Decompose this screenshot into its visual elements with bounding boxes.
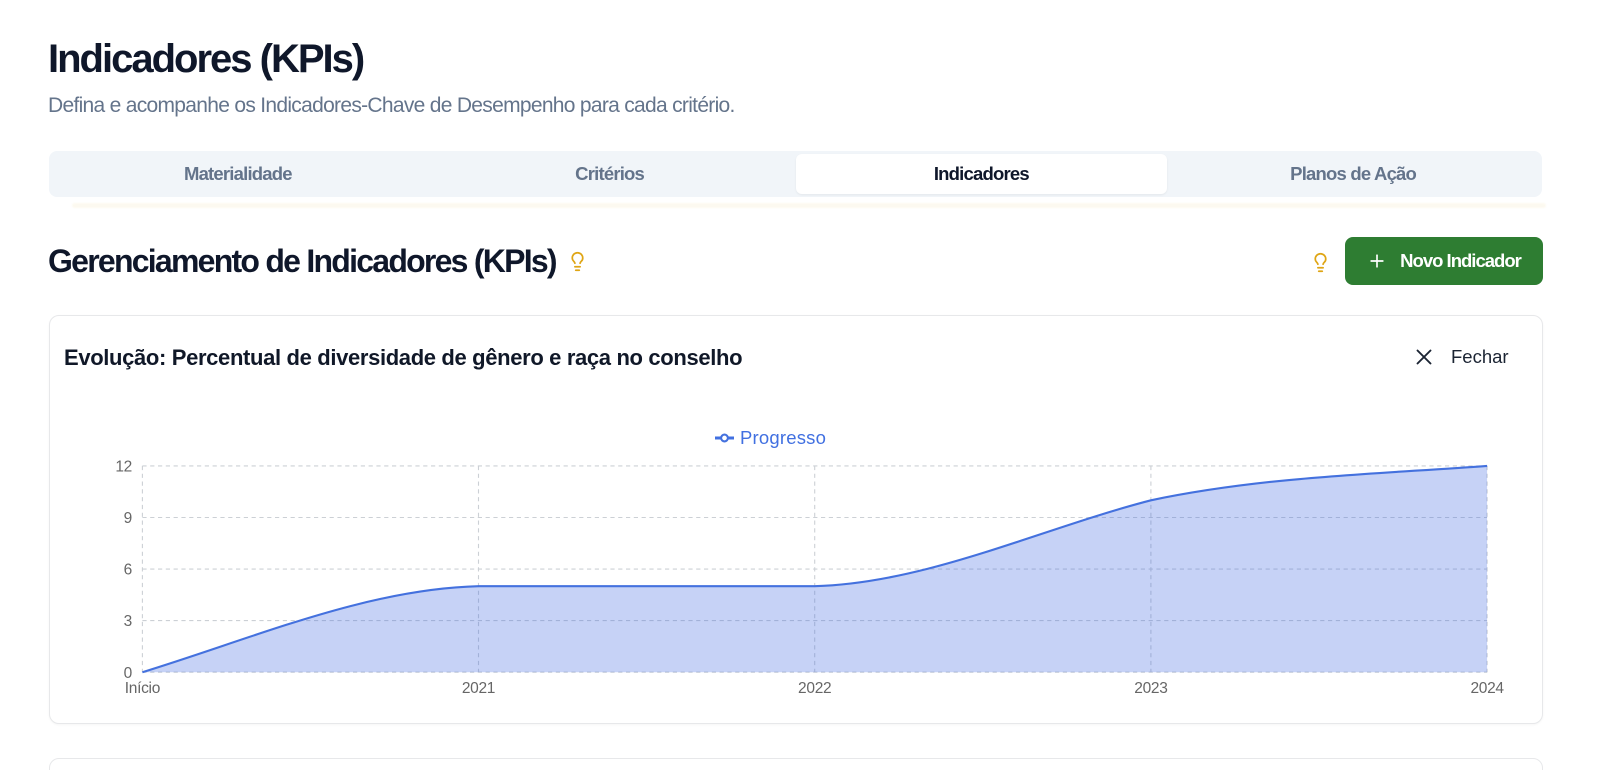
svg-text:2021: 2021 [462, 680, 495, 697]
svg-text:2022: 2022 [798, 680, 831, 697]
svg-text:2023: 2023 [1134, 680, 1167, 697]
svg-text:9: 9 [124, 510, 132, 527]
svg-text:0: 0 [124, 665, 133, 682]
svg-text:12: 12 [115, 459, 132, 476]
svg-text:3: 3 [124, 613, 132, 630]
svg-text:2024: 2024 [1470, 680, 1504, 697]
svg-text:6: 6 [124, 562, 132, 579]
svg-text:Início: Início [125, 680, 160, 697]
